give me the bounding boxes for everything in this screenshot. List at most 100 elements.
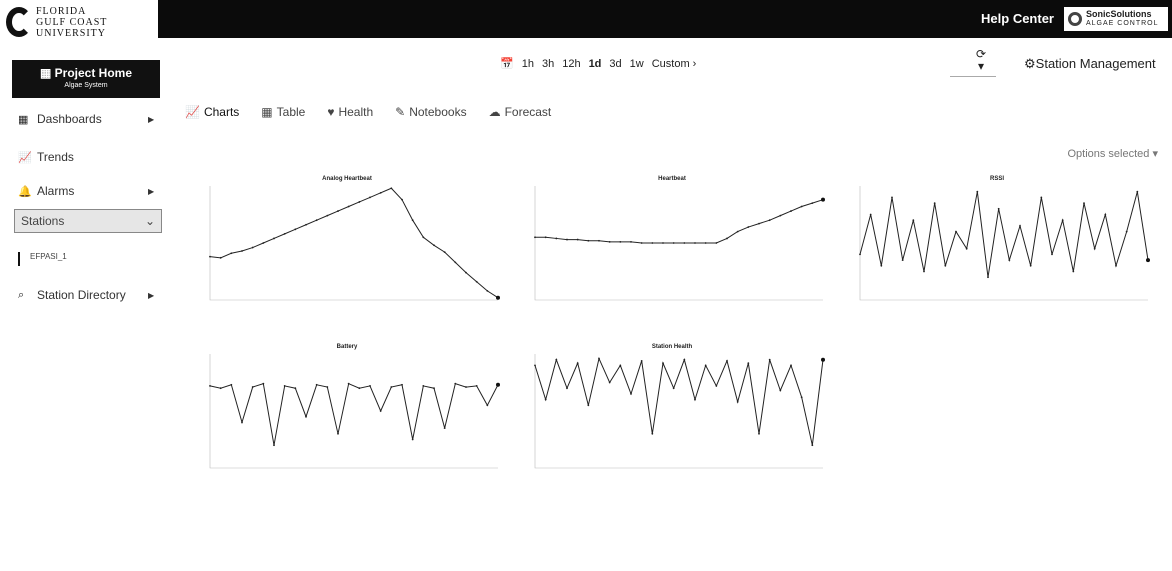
tab-forecast[interactable]: ☁ Forecast bbox=[489, 105, 552, 119]
data-point[interactable] bbox=[651, 242, 654, 244]
last-point-marker[interactable] bbox=[821, 357, 825, 362]
data-point[interactable] bbox=[347, 205, 350, 208]
data-point[interactable] bbox=[411, 219, 414, 222]
data-point[interactable] bbox=[369, 385, 371, 387]
data-point[interactable] bbox=[443, 427, 446, 429]
data-point[interactable] bbox=[933, 202, 936, 204]
data-point[interactable] bbox=[241, 421, 243, 424]
data-point[interactable] bbox=[736, 230, 739, 233]
data-point[interactable] bbox=[1029, 264, 1032, 267]
data-point[interactable] bbox=[891, 196, 893, 199]
data-point[interactable] bbox=[662, 362, 664, 365]
data-point[interactable] bbox=[475, 280, 478, 283]
data-point[interactable] bbox=[726, 237, 728, 240]
data-point[interactable] bbox=[662, 242, 664, 244]
data-point[interactable] bbox=[411, 438, 414, 441]
data-point[interactable] bbox=[768, 358, 771, 361]
data-point[interactable] bbox=[779, 214, 782, 217]
data-point[interactable] bbox=[704, 364, 707, 367]
data-point[interactable] bbox=[747, 362, 750, 365]
last-point-marker[interactable] bbox=[496, 295, 500, 300]
help-center-link[interactable]: Help Center bbox=[981, 11, 1054, 26]
data-point[interactable] bbox=[219, 387, 222, 390]
data-point[interactable] bbox=[869, 213, 872, 216]
tab-health[interactable]: ♥ Health bbox=[327, 105, 373, 119]
data-point[interactable] bbox=[901, 259, 904, 261]
data-point[interactable] bbox=[401, 383, 403, 386]
data-point[interactable] bbox=[262, 382, 265, 385]
data-point[interactable] bbox=[566, 238, 568, 241]
data-point[interactable] bbox=[326, 386, 329, 388]
data-point[interactable] bbox=[955, 230, 957, 233]
data-point[interactable] bbox=[273, 237, 275, 240]
data-point[interactable] bbox=[534, 236, 536, 239]
data-point[interactable] bbox=[433, 387, 435, 390]
time-option-1d[interactable]: 1d bbox=[588, 57, 602, 70]
data-point[interactable] bbox=[630, 393, 632, 395]
data-point[interactable] bbox=[262, 242, 265, 244]
data-point[interactable] bbox=[1115, 264, 1117, 267]
data-point[interactable] bbox=[598, 239, 600, 242]
data-point[interactable] bbox=[1083, 202, 1085, 204]
data-point[interactable] bbox=[587, 239, 590, 242]
data-point[interactable] bbox=[587, 404, 590, 407]
data-point[interactable] bbox=[241, 250, 243, 252]
university-logo[interactable]: FLORIDA GULF COAST UNIVERSITY bbox=[0, 0, 158, 44]
data-point[interactable] bbox=[715, 242, 718, 244]
station-management-button[interactable]: ⚙Station Management bbox=[1024, 56, 1156, 72]
time-option-12h[interactable]: 12h bbox=[562, 57, 581, 70]
data-point[interactable] bbox=[672, 387, 675, 390]
data-point[interactable] bbox=[630, 240, 632, 243]
tab-charts[interactable]: 📈 Charts bbox=[185, 105, 239, 119]
project-home-button[interactable]: ▦ Project Home Algae System bbox=[12, 60, 160, 98]
data-point[interactable] bbox=[209, 255, 211, 258]
data-point[interactable] bbox=[544, 236, 547, 239]
data-point[interactable] bbox=[390, 187, 393, 190]
data-point[interactable] bbox=[779, 389, 782, 392]
tab-notebooks[interactable]: ✎ Notebooks bbox=[395, 105, 466, 119]
data-point[interactable] bbox=[747, 226, 750, 228]
data-point[interactable] bbox=[326, 214, 329, 217]
data-point[interactable] bbox=[758, 432, 760, 435]
data-point[interactable] bbox=[1040, 196, 1043, 199]
data-point[interactable] bbox=[315, 383, 318, 386]
data-point[interactable] bbox=[486, 404, 489, 407]
data-point[interactable] bbox=[598, 357, 600, 360]
data-point[interactable] bbox=[683, 242, 686, 244]
data-point[interactable] bbox=[811, 444, 814, 447]
data-point[interactable] bbox=[369, 196, 371, 199]
data-point[interactable] bbox=[608, 240, 611, 243]
data-point[interactable] bbox=[987, 276, 989, 279]
data-point[interactable] bbox=[608, 381, 611, 384]
data-point[interactable] bbox=[811, 202, 814, 204]
data-point[interactable] bbox=[305, 415, 307, 418]
data-point[interactable] bbox=[800, 205, 803, 208]
data-point[interactable] bbox=[454, 382, 457, 385]
data-point[interactable] bbox=[433, 244, 435, 247]
data-point[interactable] bbox=[390, 386, 393, 388]
data-point[interactable] bbox=[401, 198, 403, 201]
data-point[interactable] bbox=[758, 222, 760, 225]
data-point[interactable] bbox=[283, 385, 286, 387]
data-point[interactable] bbox=[576, 362, 579, 365]
data-point[interactable] bbox=[1072, 270, 1075, 273]
data-point[interactable] bbox=[347, 382, 350, 385]
data-point[interactable] bbox=[454, 261, 457, 264]
data-point[interactable] bbox=[465, 386, 467, 388]
data-point[interactable] bbox=[683, 358, 686, 361]
data-point[interactable] bbox=[305, 223, 307, 226]
sidebar-item-station-directory[interactable]: ⌕ Station Directory ▶ bbox=[18, 288, 154, 302]
data-point[interactable] bbox=[230, 383, 233, 386]
time-option-custom[interactable]: Custom › bbox=[651, 57, 697, 70]
data-point[interactable] bbox=[1125, 230, 1128, 233]
data-point[interactable] bbox=[1093, 247, 1096, 250]
data-point[interactable] bbox=[672, 242, 675, 244]
data-point[interactable] bbox=[294, 228, 297, 231]
data-point[interactable] bbox=[640, 359, 643, 362]
data-point[interactable] bbox=[566, 387, 568, 390]
data-point[interactable] bbox=[315, 219, 318, 222]
data-point[interactable] bbox=[790, 210, 792, 212]
data-point[interactable] bbox=[251, 386, 254, 388]
data-point[interactable] bbox=[219, 256, 222, 259]
data-point[interactable] bbox=[1051, 253, 1053, 256]
